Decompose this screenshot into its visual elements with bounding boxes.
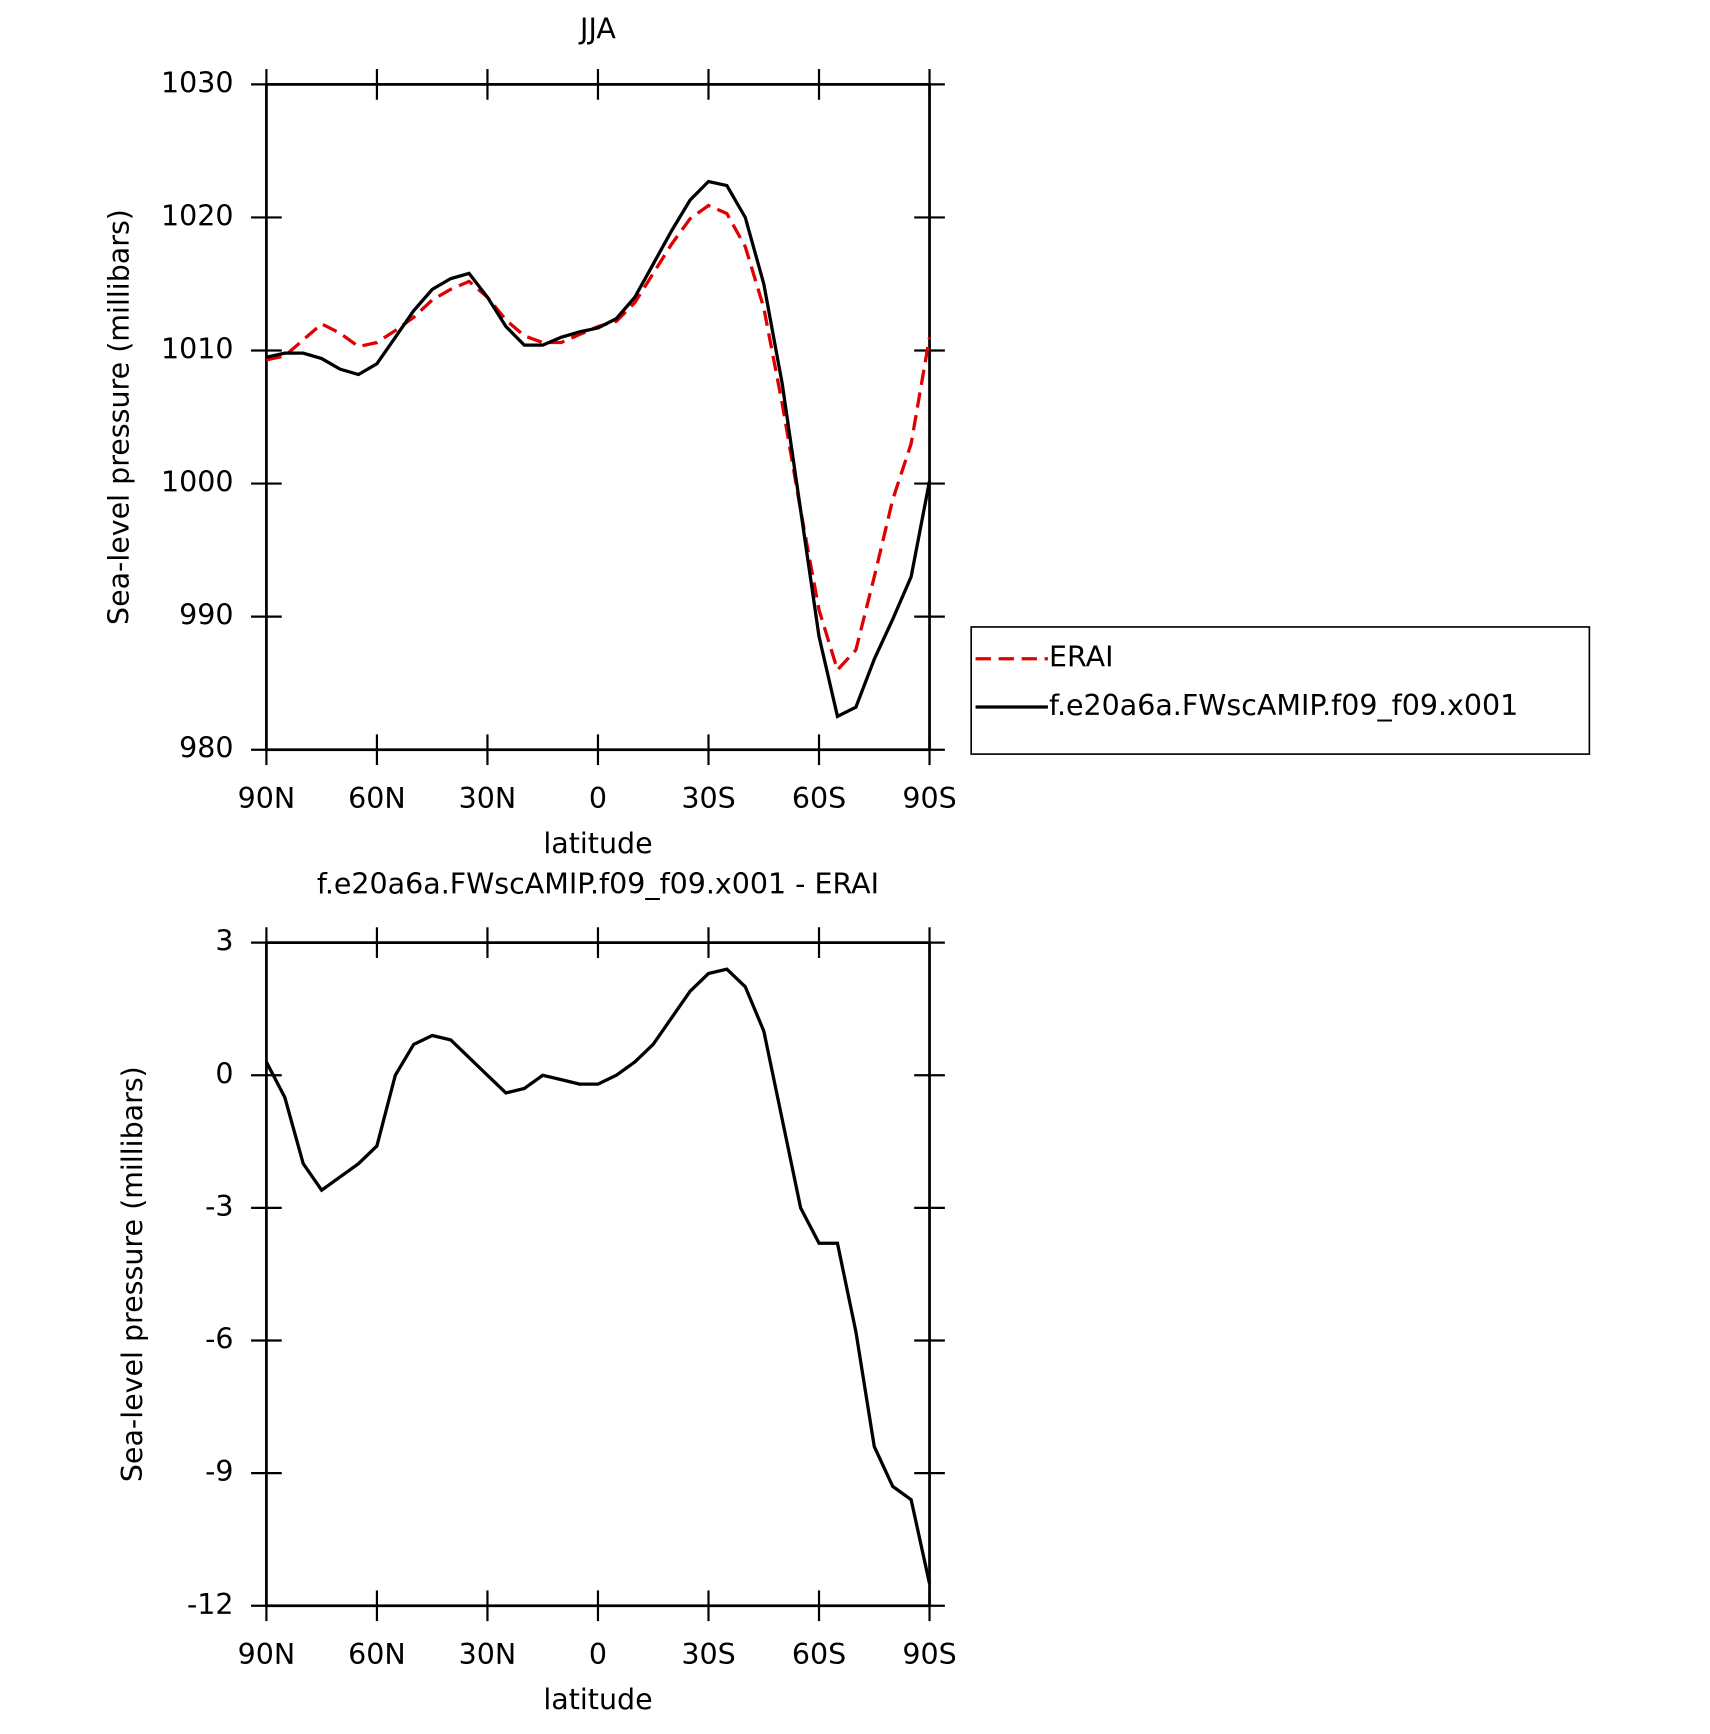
plot-frame	[265, 83, 931, 752]
x-tick-label: 90S	[902, 782, 956, 815]
y-tick-label: 0	[215, 1057, 233, 1090]
x-tick-label: 0	[589, 782, 607, 815]
x-tick-label: 60S	[792, 782, 846, 815]
x-tick-label: 30S	[681, 782, 735, 815]
y-axis-label: Sea-level pressure (millibars)	[103, 209, 136, 625]
x-tick-label: 60N	[348, 1638, 406, 1671]
x-tick-label: 30S	[681, 1638, 735, 1671]
y-tick-label: -3	[205, 1190, 233, 1223]
x-tick-label: 60N	[348, 782, 406, 815]
y-tick-label: 1020	[161, 199, 234, 232]
x-tick-label: 30N	[459, 1638, 517, 1671]
x-axis-label: latitude	[543, 1683, 652, 1716]
y-tick-label: 1030	[161, 66, 234, 99]
chart-title: f.e20a6a.FWscAMIP.f09_f09.x001 - ERAI	[317, 868, 879, 901]
data-line	[266, 203, 932, 674]
y-tick-label: -6	[205, 1323, 233, 1356]
y-tick-label: 1010	[161, 333, 234, 366]
legend-label: f.e20a6a.FWscAMIP.f09_f09.x001	[1049, 689, 1518, 722]
plot-frame	[265, 941, 931, 1608]
x-tick-label: 90N	[238, 1638, 296, 1671]
x-tick-label: 60S	[792, 1638, 846, 1671]
y-axis-label: Sea-level pressure (millibars)	[116, 1066, 149, 1482]
y-tick-label: 980	[179, 732, 233, 765]
x-tick-label: 30N	[459, 782, 517, 815]
y-tick-label: -9	[205, 1455, 233, 1488]
y-tick-label: 990	[179, 599, 233, 632]
data-line	[264, 967, 932, 1584]
legend-box	[970, 626, 1591, 755]
y-tick-label: 1000	[161, 466, 234, 499]
x-tick-label: 90N	[238, 782, 296, 815]
y-tick-label: 3	[215, 925, 233, 958]
x-tick-label: 90S	[902, 1638, 956, 1671]
chart-title: JJA	[578, 13, 616, 46]
data-line	[266, 179, 932, 719]
legend-label: ERAI	[1049, 641, 1114, 674]
y-tick-label: -12	[187, 1588, 234, 1621]
x-axis-label: latitude	[543, 827, 652, 860]
x-tick-label: 0	[589, 1638, 607, 1671]
